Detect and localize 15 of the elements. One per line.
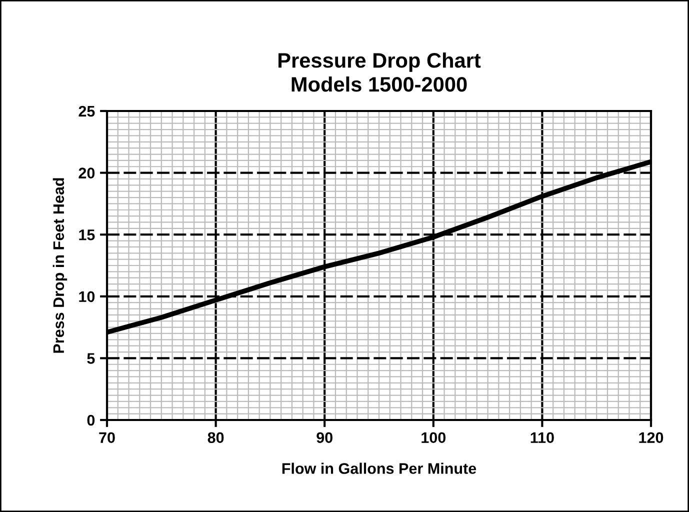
- x-tick-label: 100: [422, 432, 446, 444]
- y-axis-title: Press Drop in Feet Head: [52, 178, 68, 353]
- x-tick-label: 80: [208, 432, 224, 444]
- x-tick-label: 120: [639, 432, 664, 444]
- chart-title: Pressure Drop Chart Models 1500-2000: [278, 52, 481, 92]
- x-tick-label: 70: [99, 432, 115, 444]
- x-axis-title: Flow in Gallons Per Minute: [282, 462, 476, 474]
- y-tick-label: 5: [87, 353, 95, 364]
- x-tick-label: 110: [530, 432, 554, 444]
- y-tick-label: 0: [87, 414, 95, 426]
- y-tick-label: 15: [79, 230, 95, 240]
- x-tick-label: 90: [316, 432, 332, 444]
- y-tick-label: 10: [79, 291, 95, 302]
- y-tick-label: 25: [78, 106, 95, 117]
- y-tick-label: 20: [78, 168, 95, 178]
